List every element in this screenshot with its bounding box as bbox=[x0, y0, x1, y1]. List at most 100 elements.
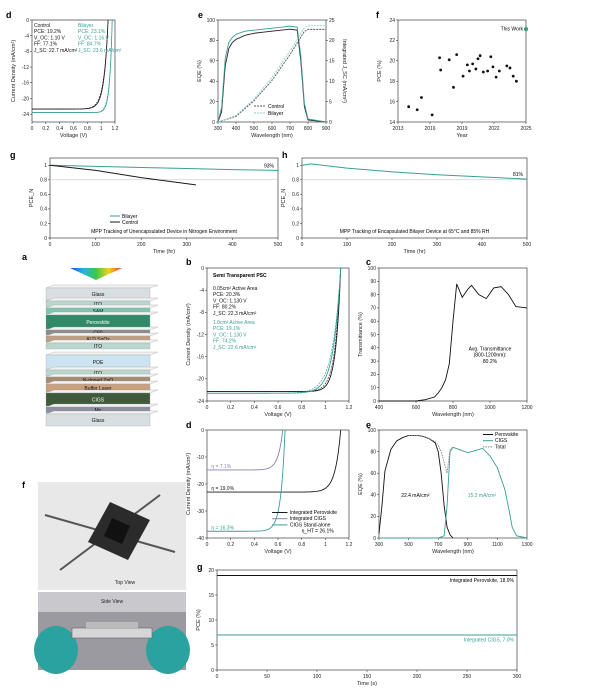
series-line-Bilayer bbox=[301, 163, 528, 180]
legend-text: CIGS bbox=[495, 438, 508, 444]
scatter-point bbox=[489, 55, 493, 59]
y-axis-label: EQE (%) bbox=[197, 60, 203, 82]
series-line-transmittance bbox=[379, 283, 528, 402]
legend-text: CIGS Stand-alone bbox=[290, 522, 331, 528]
layer-label: N-doped ZnO bbox=[83, 378, 113, 384]
highlight-point bbox=[524, 27, 528, 32]
panel-h_top: h 0 100 200 300 400 500 0 0.2 0.4 0.6 0.8 1 Time (hr)… bbox=[281, 150, 531, 255]
y-tick-label: 0.2 bbox=[292, 221, 299, 227]
x-tick-label: 0 bbox=[216, 674, 219, 680]
series-label: Integrated Perovskite, 18.9% bbox=[450, 578, 515, 584]
x-tick-label: 400 bbox=[232, 126, 241, 132]
series-line-Bilayer bbox=[49, 164, 279, 171]
x-tick-label: 0.8 bbox=[84, 126, 91, 132]
x-tick-label: 900 bbox=[322, 126, 331, 132]
scatter-point bbox=[481, 70, 485, 74]
x-tick-label: 400 bbox=[375, 405, 384, 411]
scatter-point bbox=[476, 57, 480, 61]
x-tick-label: 0.4 bbox=[251, 542, 258, 548]
x-tick-label: 1.2 bbox=[346, 405, 353, 411]
y-tick-label: -8 bbox=[200, 310, 205, 316]
legend-text: Total bbox=[495, 444, 506, 450]
layer-top-face bbox=[45, 373, 159, 378]
layer-label: Perovskite bbox=[86, 320, 110, 326]
side-view-caption: Side View bbox=[101, 599, 124, 605]
x-tick-label: 0.8 bbox=[298, 405, 305, 411]
scatter-point bbox=[497, 69, 501, 73]
panel-label-c_bot: c bbox=[366, 257, 371, 267]
x-tick-label: 1200 bbox=[521, 405, 532, 411]
y-tick-label: 20 bbox=[370, 372, 376, 378]
layer-top-face bbox=[45, 339, 159, 344]
y2-tick-label: 25 bbox=[329, 18, 335, 24]
layer-label: ITO bbox=[94, 302, 102, 308]
y-tick-label: -4 bbox=[25, 33, 30, 39]
plot-frame bbox=[216, 569, 518, 671]
panel-label-d_bot: d bbox=[186, 420, 192, 430]
panel-d_bot: d 0 0.2 0.4 0.6 0.8 1 1.2 0 -10 -20 -30 -40 Voltage (… bbox=[186, 420, 353, 576]
y-tick-label: -12 bbox=[197, 332, 204, 338]
y-tick-label: 0.8 bbox=[292, 178, 299, 184]
legend-text: J_SC: 22.3 mA/cm² bbox=[213, 311, 257, 317]
x-tick-label: 500 bbox=[274, 242, 283, 248]
x-tick-label: 2016 bbox=[424, 126, 435, 132]
legend-text: Integrated Perovskite bbox=[290, 510, 337, 516]
y-tick-label: 60 bbox=[370, 471, 376, 477]
curves bbox=[207, 430, 349, 576]
layer-ito: ITO bbox=[45, 339, 159, 350]
layer-label: ALD SnOx bbox=[86, 337, 110, 343]
chart-title: Semi Transparent PSC bbox=[213, 273, 267, 279]
x-axis-label: Wavelength (nm) bbox=[432, 549, 474, 555]
x-tick-label: 300 bbox=[183, 242, 192, 248]
x-tick-label: 500 bbox=[250, 126, 259, 132]
y-axis-label: PCE_N bbox=[281, 189, 287, 207]
series-line-1.0cm²-rev bbox=[207, 268, 342, 394]
y-tick-label: -4 bbox=[200, 288, 205, 294]
scatter-point bbox=[505, 64, 509, 68]
layer-top-face bbox=[45, 403, 159, 408]
curves bbox=[32, 20, 115, 113]
y-tick-label: 0.6 bbox=[40, 192, 47, 198]
legend-text: PCE: 19.2% bbox=[34, 29, 62, 35]
y-tick-label: -20 bbox=[22, 96, 29, 102]
y-tick-label: 100 bbox=[368, 428, 377, 434]
scatter-point bbox=[447, 58, 451, 62]
layer-top-face bbox=[45, 366, 159, 371]
y-axis-label: EQE (%) bbox=[358, 473, 364, 495]
x-tick-label: 1100 bbox=[492, 542, 503, 548]
x-tick-label: 2013 bbox=[392, 126, 403, 132]
y-tick-label: 40 bbox=[370, 346, 376, 352]
layer-label: ITO bbox=[94, 371, 102, 377]
layer-ito: ITO bbox=[45, 297, 159, 308]
x-tick-label: 0.6 bbox=[70, 126, 77, 132]
layer-glass: Glass bbox=[45, 410, 159, 427]
y-tick-label: -10 bbox=[197, 455, 204, 461]
y-tick-label: 60 bbox=[370, 319, 376, 325]
x-tick-label: 400 bbox=[228, 242, 237, 248]
layer-top-face bbox=[45, 304, 159, 309]
x-tick-label: 100 bbox=[313, 674, 322, 680]
y2-tick-label: 15 bbox=[329, 59, 335, 65]
layer-label: Glass bbox=[92, 418, 105, 424]
plot-frame bbox=[397, 19, 527, 123]
annotation-text: Avg. Transmittance bbox=[469, 346, 512, 352]
y2-tick-label: 5 bbox=[329, 99, 332, 105]
y-tick-label: 80 bbox=[370, 449, 376, 455]
annotation-text: (800-1200nm): bbox=[474, 353, 507, 359]
layer-top-face bbox=[45, 332, 159, 337]
y-axis-label: Current Density (mA/cm²) bbox=[186, 303, 192, 366]
scatter-point bbox=[511, 74, 515, 78]
x-tick-label: 1.2 bbox=[346, 542, 353, 548]
y-axis-label: PCE_N bbox=[29, 189, 35, 207]
layer-top-face bbox=[45, 311, 159, 316]
y-tick-label: 30 bbox=[370, 359, 376, 365]
panel-label-g_bot: g bbox=[197, 562, 203, 572]
y2-tick-label: 20 bbox=[329, 38, 335, 44]
x-tick-label: 0.2 bbox=[227, 542, 234, 548]
x-tick-label: 300 bbox=[214, 126, 223, 132]
y-tick-label: 24 bbox=[389, 18, 395, 24]
y-tick-label: 0.8 bbox=[40, 178, 47, 184]
scatter-point bbox=[461, 74, 465, 78]
y-tick-label: 0 bbox=[201, 428, 204, 434]
y-tick-label: 20 bbox=[209, 99, 215, 105]
